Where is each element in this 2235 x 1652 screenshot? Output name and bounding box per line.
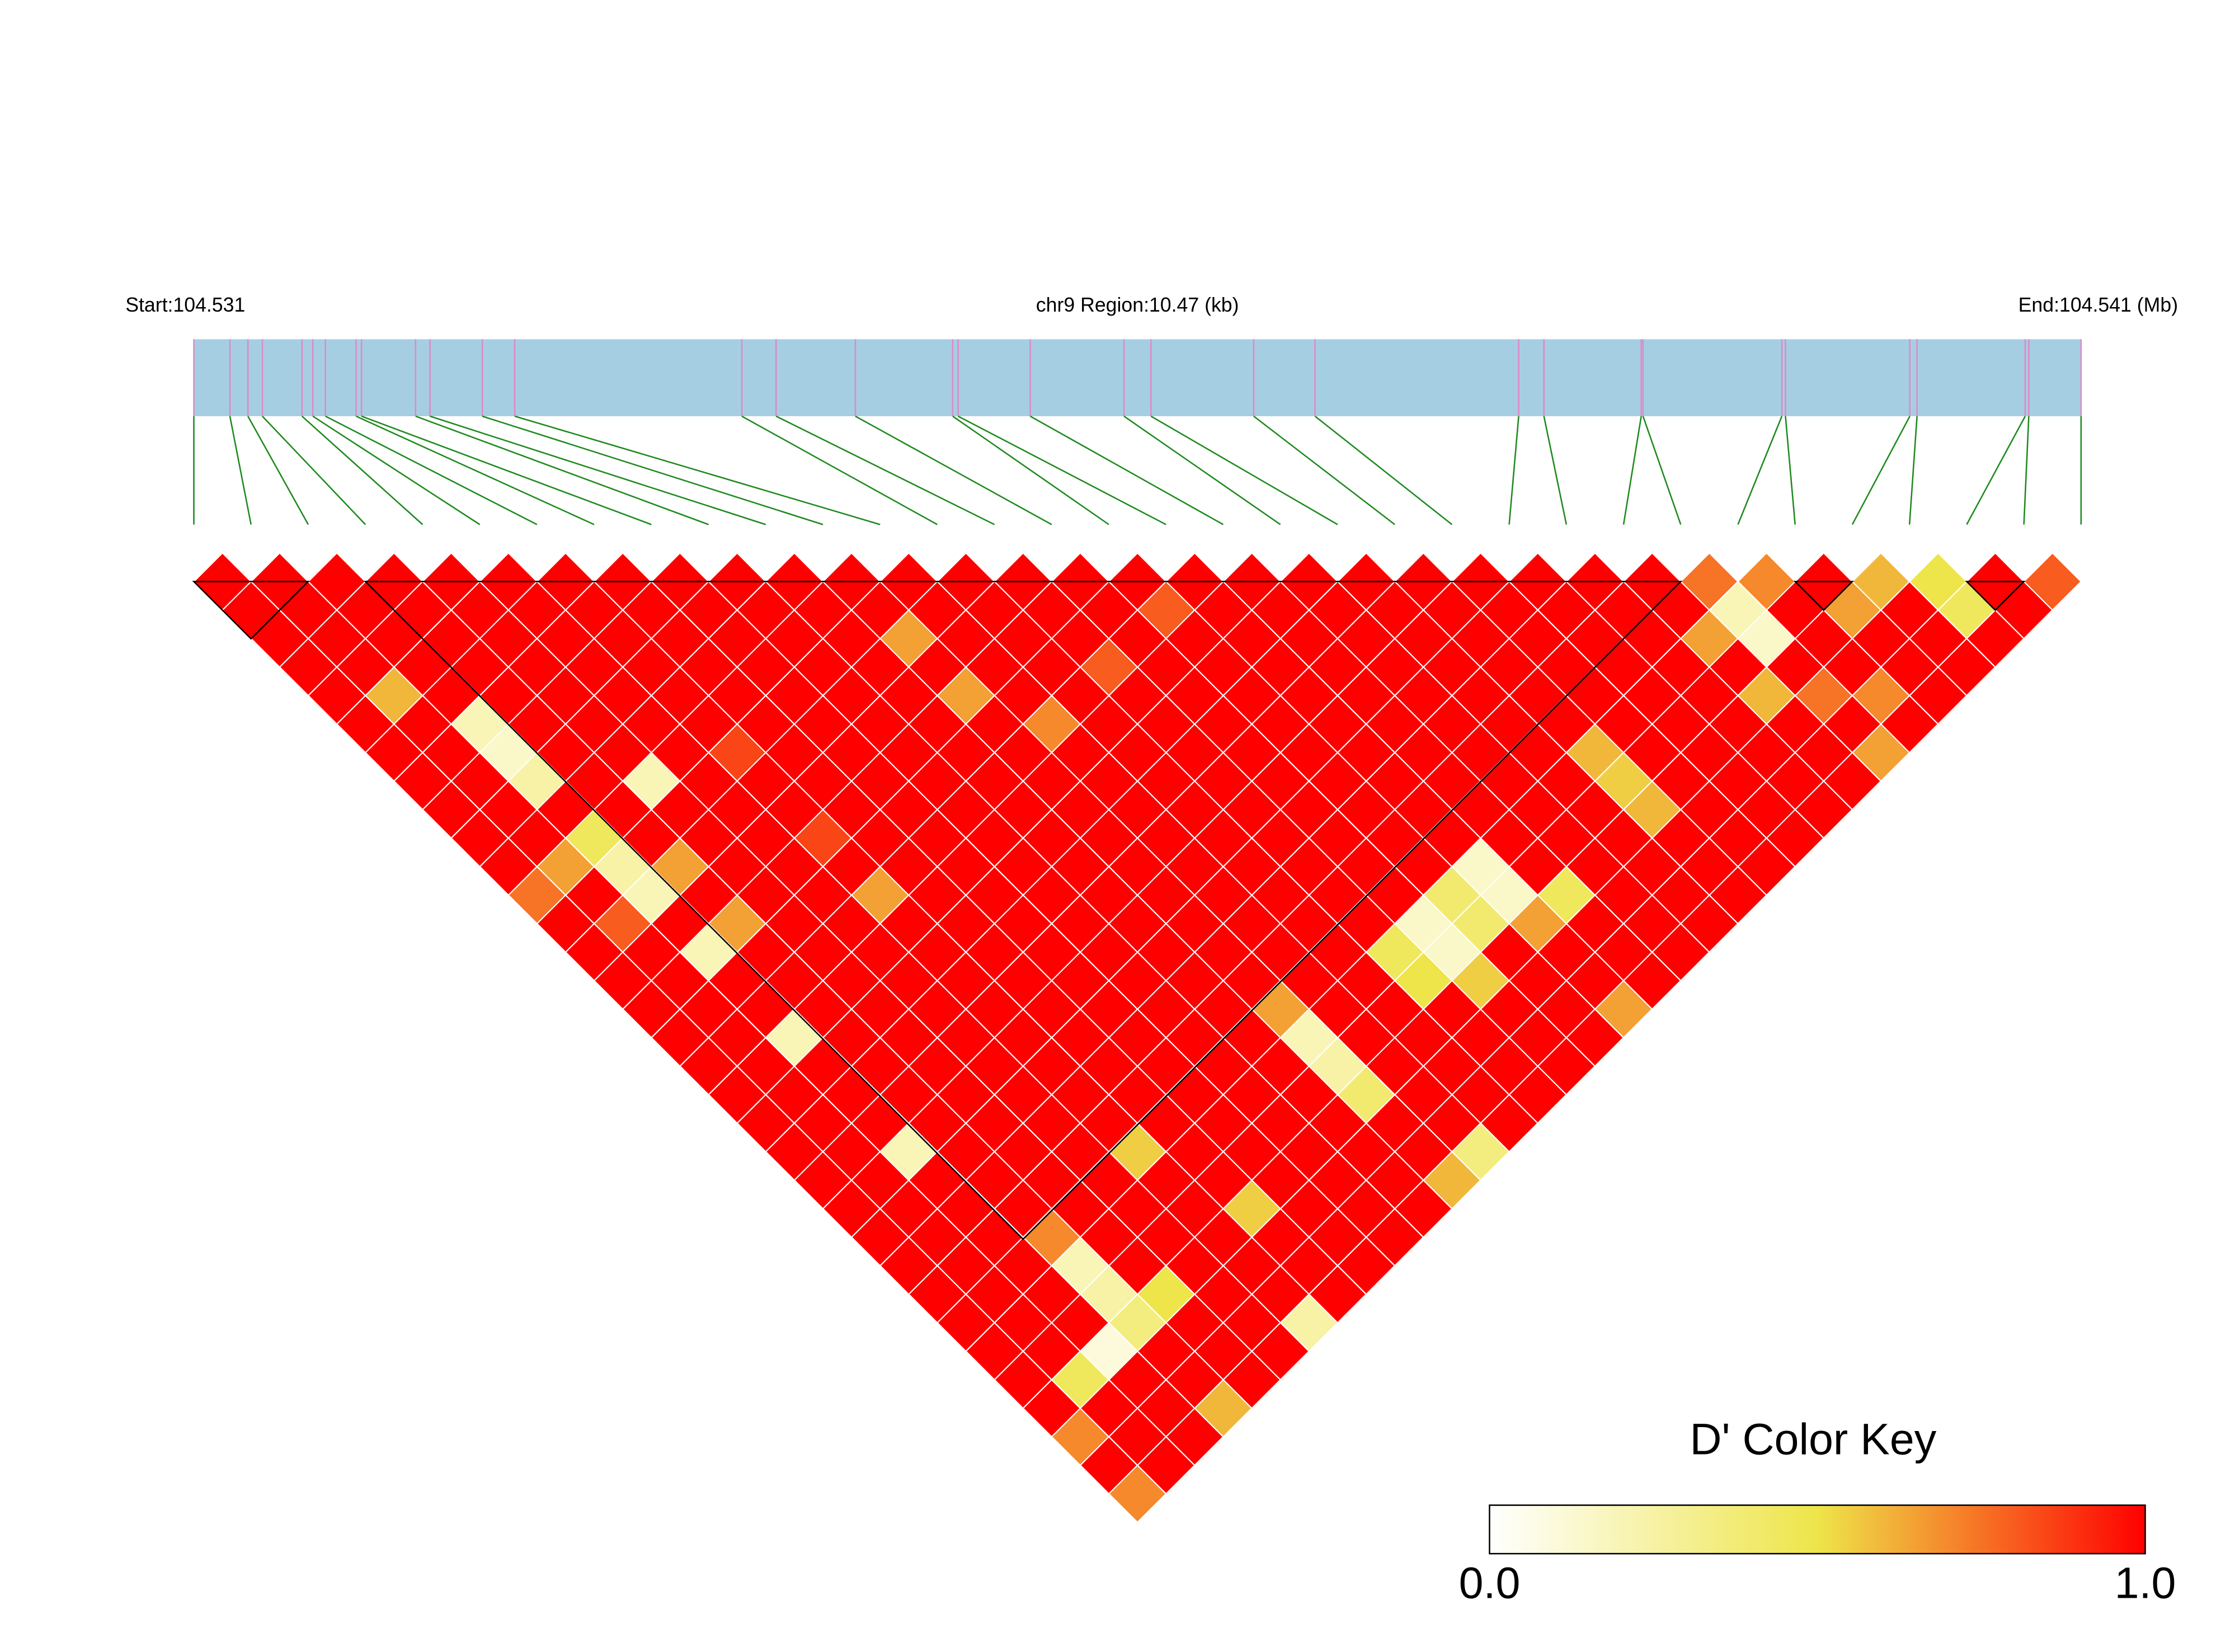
ld-block [1965,581,2026,611]
snp-link [247,416,309,525]
snp-link [514,415,881,525]
colorbar-title: D' Color Key [1690,1414,1936,1463]
snp-link [1737,416,1783,525]
snp-link [482,415,824,525]
snp-link [1642,416,1682,525]
snp-link [1966,416,2026,525]
snp-link [262,416,366,525]
snp-link [855,415,1052,525]
snp-link [1908,416,1918,525]
start-label: Start:104.531 [125,294,245,316]
region-bar [194,339,2081,416]
snp-link [1253,415,1395,525]
chart-title: chr9 Region:10.47 (kb) [1036,294,1239,316]
snp-link [415,415,709,525]
snp-link [741,415,938,525]
ld-cell [2023,552,2082,611]
snp-link [1622,416,1642,525]
snp-link [1851,416,1911,525]
snp-link [958,415,1166,525]
snp-link [361,415,652,525]
ld-block [364,581,1683,1240]
snp-link [1123,415,1281,525]
snp-link [1508,416,1519,525]
snp-link [775,415,995,525]
snp-link [229,416,252,525]
snp-link [2023,416,2030,525]
snp-link [301,416,424,525]
snp-link [355,415,595,525]
snp-link [430,415,766,525]
snp-link [1314,415,1453,525]
colorbar-tick-label: 0.0 [1459,1559,1521,1608]
colorbar [1489,1504,2146,1555]
snp-link [1543,416,1568,525]
snp-link [952,415,1109,525]
ld-block [1793,581,1855,611]
snp-link [312,415,481,525]
snp-link [1150,415,1338,525]
snp-link [325,415,538,525]
snp-link [1029,415,1224,525]
ld-block [192,581,310,640]
end-label: End:104.541 (Mb) [2018,294,2178,316]
snp-link [1785,416,1796,525]
colorbar-tick-label: 1.0 [2115,1559,2176,1608]
